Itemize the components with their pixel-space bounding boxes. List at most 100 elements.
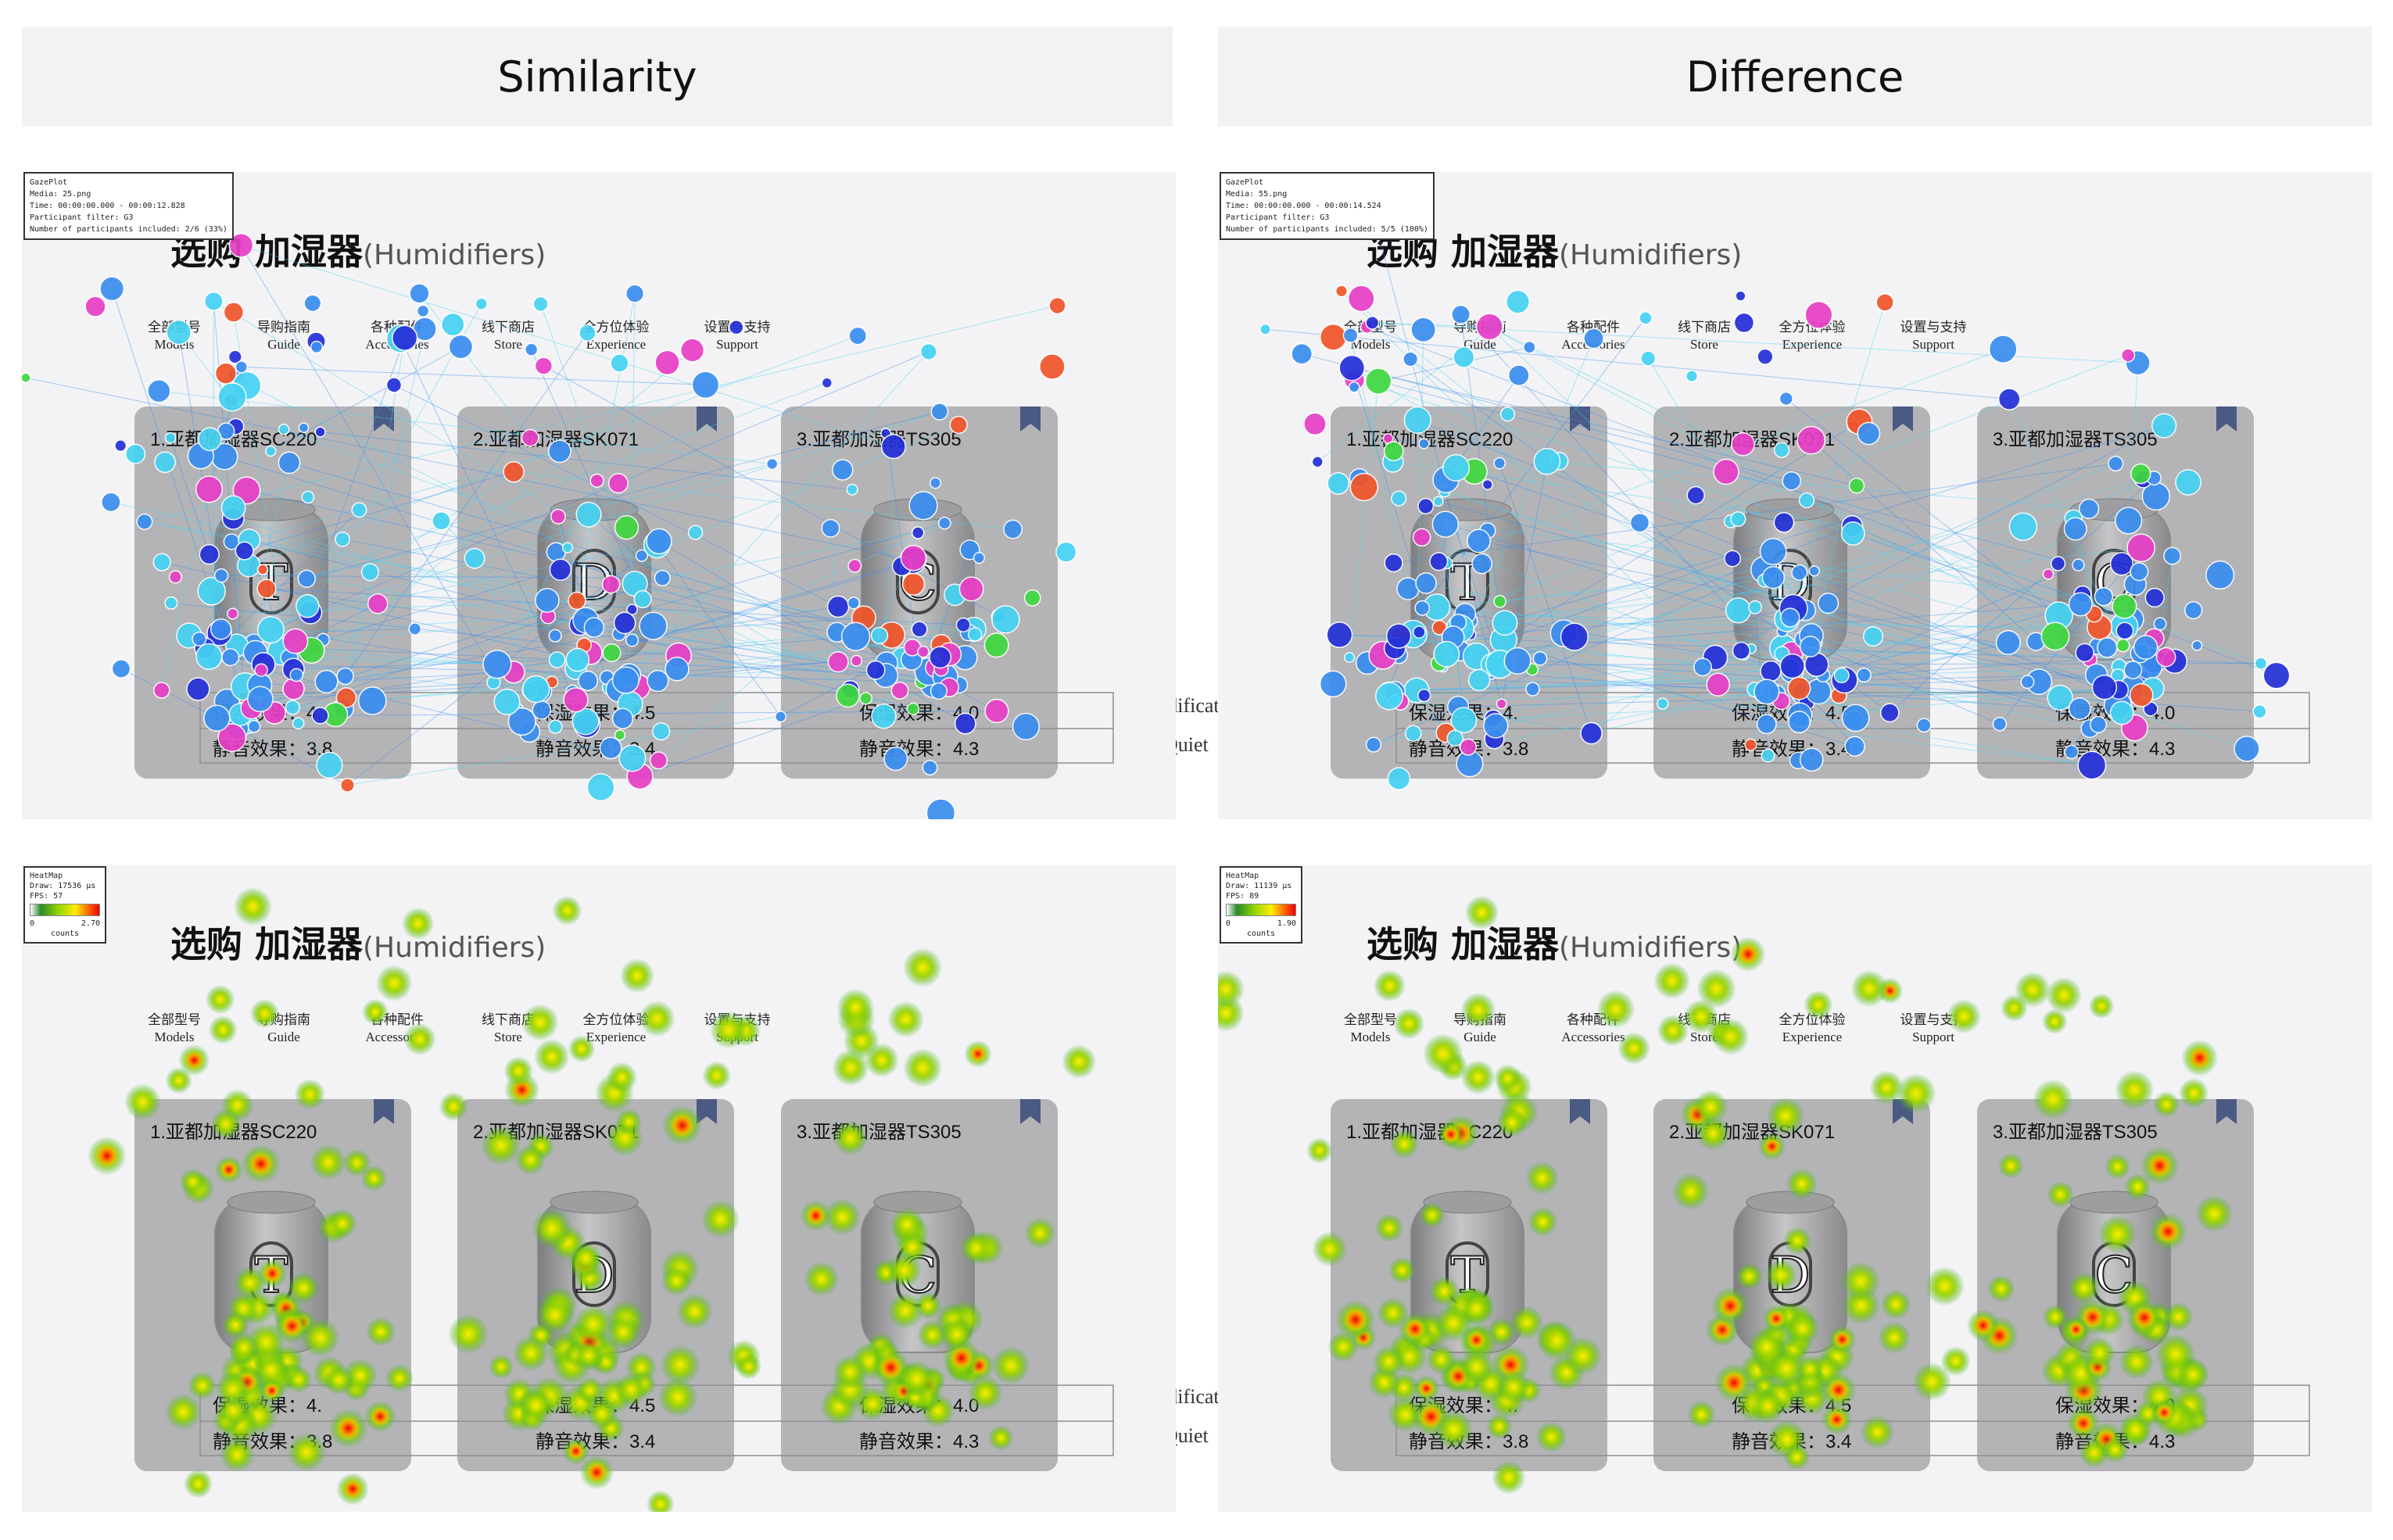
gaze-fixation — [432, 510, 451, 531]
product-card[interactable]: 1.亚都加湿器SC220 T 保湿效果：4. 静音效果：3.8 — [134, 1099, 411, 1471]
gaze-fixation — [416, 304, 430, 318]
bookmark-icon[interactable] — [1893, 406, 1913, 432]
bookmark-icon[interactable] — [2216, 406, 2237, 432]
nav-item-experience[interactable]: 全方位体验 Experience — [569, 1012, 663, 1046]
nav-item-accessories[interactable]: 各种配件 Accessories — [1546, 319, 1640, 353]
heat-spot — [903, 947, 943, 987]
nav-item-support[interactable]: 设置与支持 Support — [690, 1012, 784, 1046]
humidifier-image: C — [861, 498, 975, 661]
nav-item-guide[interactable]: 导购指南 Guide — [1433, 319, 1527, 353]
nav-item-support[interactable]: 设置与支持 Support — [690, 319, 784, 353]
nav-item-store[interactable]: 线下商店 Store — [461, 319, 555, 353]
nav-item-cn: 全方位体验 — [582, 320, 650, 335]
gaze-fixation — [1640, 350, 1657, 367]
bookmark-icon[interactable] — [374, 406, 394, 432]
nav-item-guide[interactable]: 导购指南 Guide — [1433, 1012, 1527, 1046]
nav-item-support[interactable]: 设置与支持 Support — [1886, 1012, 1980, 1046]
info-line: Media: 55.png — [1226, 190, 1288, 199]
product-card-title: 1.亚都加湿器SC220 — [150, 429, 317, 450]
gaze-fixation — [1048, 296, 1066, 315]
bookmark-icon[interactable] — [1020, 1099, 1041, 1124]
nav-item-guide[interactable]: 导购指南 Guide — [237, 319, 331, 353]
humidifier-image: D — [537, 1191, 651, 1353]
humidification-score: 保湿效果：4. — [1409, 1395, 1519, 1416]
nav-item-store[interactable]: 线下商店 Store — [1657, 319, 1751, 353]
gaze-fixation — [610, 353, 629, 373]
nav-item-en: Store — [494, 337, 522, 352]
humidification-score: 保湿效果：4.0 — [859, 1395, 980, 1416]
nav-item-experience[interactable]: 全方位体验 Experience — [1765, 319, 1859, 353]
heat-spot — [836, 999, 876, 1038]
heat-spot — [552, 895, 582, 926]
humidification-score: 保湿效果：4. — [213, 703, 323, 724]
heat-spot — [1218, 994, 1245, 1032]
nav-item-en: Support — [1912, 337, 1954, 352]
product-card[interactable]: 2.亚都加湿器SK071 D 保湿效果：4.5 静音效果：3.4 — [457, 1099, 734, 1471]
heat-spot — [1460, 1059, 1496, 1095]
gaze-fixation — [1344, 369, 1366, 391]
product-card[interactable]: 2.亚都加湿器SK071 D 保湿效果：4.5 静音效果：3.4 — [1653, 406, 1930, 779]
bookmark-icon[interactable] — [2216, 1099, 2237, 1124]
nav-item-en: Guide — [267, 337, 300, 352]
gaze-fixation — [1685, 369, 1699, 383]
gaze-fixation — [409, 283, 430, 304]
info-line: Time: 00:00:00.000 - 00:00:12.828 — [30, 202, 185, 210]
product-card-title: 3.亚都加湿器TS305 — [797, 1122, 962, 1143]
legend-line: Draw: 17536 μs — [30, 882, 96, 890]
heat-spot — [1925, 1266, 1965, 1306]
bookmark-icon[interactable] — [1570, 1099, 1590, 1124]
humidification-score: 保湿效果：4.0 — [2055, 1395, 2176, 1416]
nav-item-store[interactable]: 线下商店 Store — [1657, 1012, 1751, 1046]
nav-item-experience[interactable]: 全方位体验 Experience — [569, 319, 663, 353]
product-card[interactable]: 1.亚都加湿器SC220 T 保湿效果：4. 静音效果：3.8 — [134, 406, 411, 779]
nav-item-models[interactable]: 全部型号 Models — [1324, 319, 1417, 353]
nav-item-en: Store — [494, 1030, 522, 1044]
product-card[interactable]: 2.亚都加湿器SK071 D 保湿效果：4.5 静音效果：3.4 — [1653, 1099, 1930, 1471]
product-card[interactable]: 3.亚都加湿器TS305 C 保湿效果：4.0 静音效果：4.3 — [781, 406, 1058, 779]
nav-item-models[interactable]: 全部型号 Models — [127, 1012, 221, 1046]
bookmark-icon[interactable] — [1020, 406, 1041, 432]
nav-item-en: Experience — [1782, 1030, 1843, 1044]
product-card[interactable]: 1.亚都加湿器SC220 T 保湿效果：4. 静音效果：3.8 — [1331, 1099, 1607, 1471]
bookmark-icon[interactable] — [374, 1099, 394, 1124]
bookmark-icon[interactable] — [1893, 1099, 1913, 1124]
nav-item-en: Guide — [267, 1030, 300, 1044]
page-title-cn: 选购 加湿器 — [1367, 923, 1560, 965]
gaze-fixation — [765, 457, 779, 471]
legend-line: HeatMap — [30, 872, 63, 880]
bookmark-icon[interactable] — [1570, 406, 1590, 432]
nav-item-accessories[interactable]: 各种配件 Accessories — [350, 319, 444, 353]
nav-item-store[interactable]: 线下商店 Store — [461, 1012, 555, 1046]
heat-spot — [843, 1022, 880, 1059]
product-card[interactable]: 3.亚都加湿器TS305 C 保湿效果：4.0 静音效果：4.3 — [1977, 1099, 2254, 1471]
bookmark-icon[interactable] — [697, 406, 717, 432]
humidification-score: 保湿效果：4.5 — [536, 1395, 656, 1416]
gaze-fixation — [919, 342, 937, 360]
nav-item-experience[interactable]: 全方位体验 Experience — [1765, 1012, 1859, 1046]
legend-max: 2.70 — [81, 919, 100, 928]
bookmark-icon[interactable] — [697, 1099, 717, 1124]
info-line: GazePlot — [30, 178, 68, 187]
gaze-fixation — [1629, 512, 1650, 533]
product-card[interactable]: 3.亚都加湿器TS305 C 保湿效果：4.0 静音效果：4.3 — [781, 1099, 1058, 1471]
nav-item-support[interactable]: 设置与支持 Support — [1886, 319, 1980, 353]
nav-item-guide[interactable]: 导购指南 Guide — [237, 1012, 331, 1046]
product-card[interactable]: 1.亚都加湿器SC220 T 保湿效果：4. 静音效果：3.8 — [1331, 406, 1607, 779]
nav-item-cn: 全部型号 — [148, 320, 201, 335]
nav-item-models[interactable]: 全部型号 Models — [127, 319, 221, 353]
product-card[interactable]: 2.亚都加湿器SK071 D 保湿效果：4.5 静音效果：3.4 — [457, 406, 734, 779]
heatmap-legend: HeatMap Draw: 11139 μs FPS: 89 0 1.90 counts — [1220, 866, 1302, 944]
difference-title: Difference — [1685, 52, 1904, 102]
quiet-score: 静音效果：3.8 — [1409, 1431, 1529, 1452]
page-title: 选购 加湿器(Humidifiers) — [1367, 916, 1742, 968]
nav-item-en: Accessories — [1561, 1030, 1625, 1044]
nav-item-accessories[interactable]: 各种配件 Accessories — [350, 1012, 444, 1046]
nav-item-models[interactable]: 全部型号 Models — [1324, 1012, 1417, 1046]
product-letter: C — [899, 1247, 937, 1305]
quiet-score: 静音效果：3.4 — [536, 739, 656, 760]
heat-spot — [205, 984, 235, 1015]
gaze-fixation — [303, 294, 322, 313]
nav-item-accessories[interactable]: 各种配件 Accessories — [1546, 1012, 1640, 1046]
gaze-fixation — [1039, 353, 1066, 380]
product-card[interactable]: 3.亚都加湿器TS305 C 保湿效果：4.0 静音效果：4.3 — [1977, 406, 2254, 779]
